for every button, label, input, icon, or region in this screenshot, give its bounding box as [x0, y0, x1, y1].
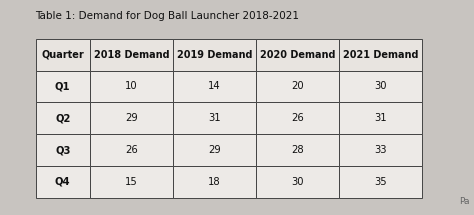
Bar: [339, 134, 422, 166]
Bar: [256, 134, 339, 166]
Bar: [256, 166, 339, 198]
Text: 30: 30: [291, 177, 304, 187]
Bar: [173, 166, 256, 198]
Text: 2018 Demand: 2018 Demand: [94, 50, 169, 60]
Text: 2019 Demand: 2019 Demand: [177, 50, 252, 60]
Bar: [36, 71, 90, 102]
Text: 33: 33: [374, 145, 387, 155]
Text: Q3: Q3: [55, 145, 71, 155]
Bar: [173, 102, 256, 134]
Text: 26: 26: [291, 113, 304, 123]
Bar: [90, 39, 173, 71]
Text: 18: 18: [208, 177, 221, 187]
Text: 31: 31: [208, 113, 221, 123]
Text: Quarter: Quarter: [41, 50, 84, 60]
Bar: [173, 71, 256, 102]
Bar: [36, 102, 90, 134]
Text: 2020 Demand: 2020 Demand: [260, 50, 335, 60]
Bar: [90, 71, 173, 102]
Bar: [90, 166, 173, 198]
Bar: [173, 134, 256, 166]
Text: 15: 15: [125, 177, 138, 187]
Text: 14: 14: [208, 81, 221, 91]
Text: 29: 29: [208, 145, 221, 155]
Text: 29: 29: [125, 113, 138, 123]
Text: 10: 10: [125, 81, 138, 91]
Text: 35: 35: [374, 177, 387, 187]
Bar: [36, 134, 90, 166]
Bar: [36, 166, 90, 198]
Text: Q4: Q4: [55, 177, 71, 187]
Bar: [256, 102, 339, 134]
Bar: [339, 166, 422, 198]
Bar: [339, 71, 422, 102]
Text: 2021 Demand: 2021 Demand: [343, 50, 418, 60]
Bar: [173, 39, 256, 71]
Text: 20: 20: [291, 81, 304, 91]
Bar: [36, 39, 90, 71]
Text: Pa: Pa: [459, 197, 469, 206]
Bar: [339, 39, 422, 71]
Text: 28: 28: [291, 145, 304, 155]
Text: Q1: Q1: [55, 81, 71, 91]
Bar: [90, 102, 173, 134]
Bar: [90, 134, 173, 166]
Text: 30: 30: [374, 81, 387, 91]
Bar: [256, 71, 339, 102]
Bar: [256, 39, 339, 71]
Bar: [339, 102, 422, 134]
Text: 26: 26: [125, 145, 138, 155]
Text: Q2: Q2: [55, 113, 71, 123]
Text: Table 1: Demand for Dog Ball Launcher 2018-2021: Table 1: Demand for Dog Ball Launcher 20…: [36, 11, 300, 21]
Text: 31: 31: [374, 113, 387, 123]
